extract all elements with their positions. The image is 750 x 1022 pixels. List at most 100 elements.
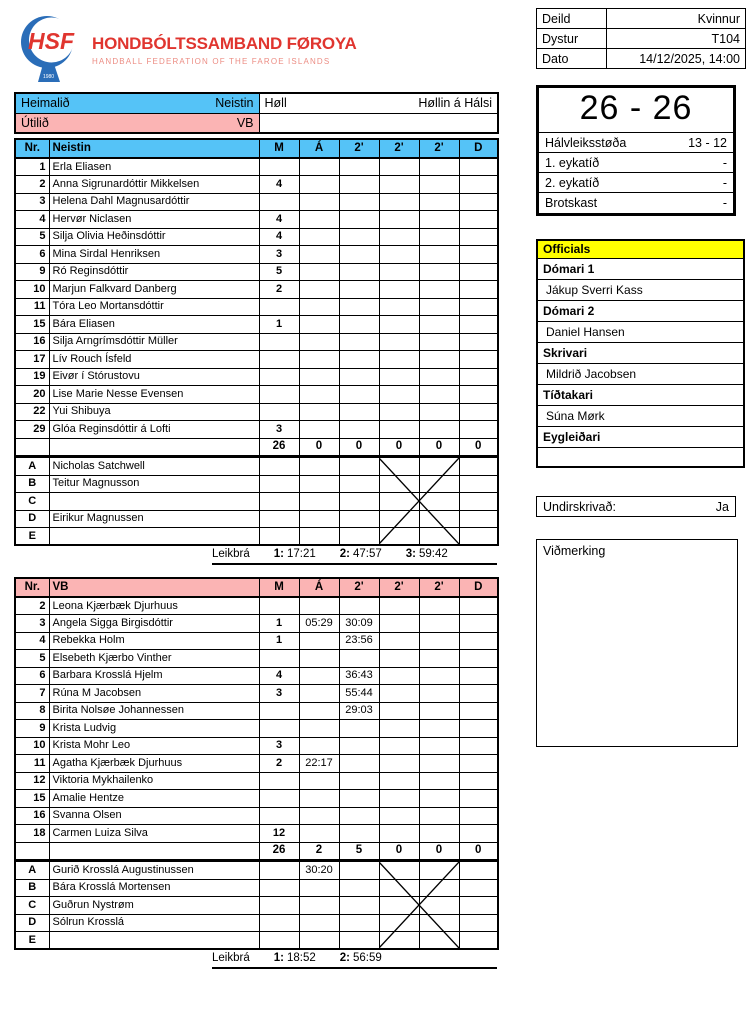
stat-cell [378, 806, 420, 825]
stat-cell [418, 614, 460, 633]
player-name: Leona Kjærbæk Djurhuus [48, 596, 260, 615]
player-number: 29 [14, 420, 50, 439]
stat-cell [458, 262, 499, 281]
totals-empty-cell [14, 841, 50, 861]
player-number: 10 [14, 736, 50, 755]
staff-name: Guðrun Nystrøm [48, 896, 260, 915]
playtime-label: Leikbrá [212, 548, 250, 560]
stat-cell [418, 385, 460, 404]
remarks-label: Viðmerking [543, 544, 606, 558]
home-staff-block: A Nicholas Satchwell B Teitur Magnusson C D Ei… [14, 457, 499, 546]
score-row-label: 1. eykatíð [545, 155, 600, 170]
left-column: HSF 1980 HONDBÓLTSSAMBAND FØROYA HANDBAL… [14, 8, 499, 1022]
column-header-2min: 2' [378, 577, 420, 598]
match-info-table: Heimalið Neistin Høll Høllin á Hálsi Úti… [14, 92, 499, 134]
staff-row: D Eirikur Magnussen [14, 509, 499, 528]
player-name: Lív Rouch Ísfeld [48, 350, 260, 369]
stat-cell [458, 596, 499, 615]
player-name: Rebekka Holm [48, 631, 260, 650]
stat-cell [298, 649, 340, 668]
stat-cell [378, 649, 420, 668]
playtime-period: 3: 59:42 [406, 548, 448, 560]
staff-row: D Sólrun Krosslá [14, 913, 499, 932]
score-row-value: - [722, 175, 727, 190]
stat-cell [338, 931, 380, 950]
stat-cell [418, 315, 460, 334]
player-name: Carmen Luiza Silva [48, 824, 260, 843]
stat-cell [418, 666, 460, 685]
stat-cell [338, 649, 380, 668]
player-number: 6 [14, 666, 50, 685]
staff-row: A Gurið Krosslá Augustinussen 30:20 [14, 861, 499, 880]
away-team-row: Útilið VB [14, 112, 499, 134]
away-staff-block: A Gurið Krosslá Augustinussen 30:20 B Bára K… [14, 861, 499, 950]
away-playtime-line: Leikbrá 1: 18:52 2: 56:59 [212, 950, 497, 969]
player-number: 3 [14, 614, 50, 633]
overtime2-row: 2. eykatíð - [539, 173, 733, 193]
player-number: 16 [14, 332, 50, 351]
stat-cell: 3 [258, 684, 300, 703]
stat-cell [338, 332, 380, 351]
playtime-period: 2: 47:57 [340, 548, 382, 560]
stat-cell [378, 245, 420, 264]
player-row: 1 Erla Eliasen [14, 157, 499, 176]
stat-cell [298, 789, 340, 808]
home-totals-row: 26 0 0 0 0 0 [14, 437, 499, 457]
stat-cell [298, 420, 340, 439]
stat-cell [378, 754, 420, 773]
player-row: 6 Barbara Krosslá Hjelm 4 36:43 [14, 666, 499, 685]
period-number: 1: [273, 952, 284, 964]
stat-cell [418, 824, 460, 843]
stat-cell [458, 527, 499, 546]
stat-cell [298, 350, 340, 369]
staff-name: Gurið Krosslá Augustinussen [48, 861, 260, 880]
player-row: 9 Krista Ludvig [14, 719, 499, 738]
staff-letter: C [14, 492, 50, 511]
stat-cell [418, 896, 460, 915]
player-number: 2 [14, 596, 50, 615]
stat-cell: 3 [258, 245, 300, 264]
stat-cell [458, 701, 499, 720]
staff-name: Bára Krosslá Mortensen [48, 878, 260, 897]
stat-cell: 22:17 [298, 754, 340, 773]
stat-cell [298, 931, 340, 950]
stat-cell [378, 332, 420, 351]
player-name: Krista Ludvig [48, 719, 260, 738]
stat-cell [378, 736, 420, 755]
player-number: 3 [14, 192, 50, 211]
stat-cell [418, 210, 460, 229]
home-playtime-line: Leikbrá 1: 17:21 2: 47:57 3: 59:42 [212, 546, 497, 565]
player-number: 20 [14, 385, 50, 404]
stat-cell [258, 771, 300, 790]
stat-cell [298, 684, 340, 703]
player-number: 15 [14, 789, 50, 808]
home-team-cell: Heimalið Neistin [14, 92, 260, 114]
stat-cell [458, 614, 499, 633]
stat-cell [298, 457, 340, 476]
staff-row: E [14, 527, 499, 546]
stat-cell: 1 [258, 315, 300, 334]
stat-cell [258, 527, 300, 546]
stat-cell: 1 [258, 614, 300, 633]
stat-cell [458, 806, 499, 825]
stat-cell [418, 806, 460, 825]
stat-cell [298, 385, 340, 404]
stat-cell [338, 913, 380, 932]
total-goals: 26 [258, 437, 300, 457]
staff-letter: A [14, 861, 50, 880]
player-number: 7 [14, 684, 50, 703]
stat-cell [338, 896, 380, 915]
stat-cell [258, 509, 300, 528]
stat-cell [418, 736, 460, 755]
stat-cell [338, 492, 380, 511]
stat-cell [258, 350, 300, 369]
player-name: Marjun Falkvard Danberg [48, 280, 260, 299]
stat-cell [378, 861, 420, 880]
column-header-d: D [458, 577, 499, 598]
stat-cell [418, 492, 460, 511]
player-row: 16 Svanna Olsen [14, 806, 499, 825]
stat-cell [458, 402, 499, 421]
player-row: 6 Mina Sirdal Henriksen 3 [14, 245, 499, 264]
player-row: 9 Ró Reginsdóttir 5 [14, 262, 499, 281]
